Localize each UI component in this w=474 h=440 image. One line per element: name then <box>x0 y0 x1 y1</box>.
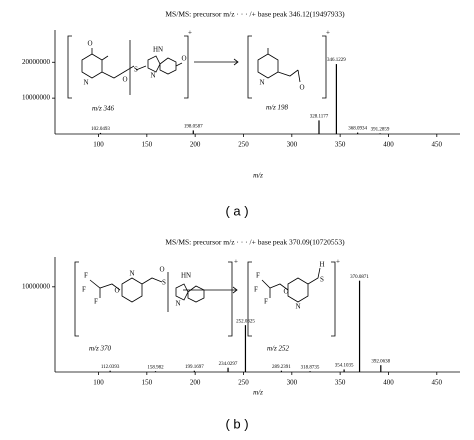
x-tick-label: 300 <box>287 379 298 387</box>
x-tick-label: 250 <box>238 141 249 149</box>
peak-label: 234.0297 <box>219 362 238 367</box>
atom: N <box>259 79 264 87</box>
peak-label: 198.0587 <box>184 125 203 130</box>
atom: HN <box>181 272 191 280</box>
panel-label: ( a ) <box>225 203 248 218</box>
atom: O <box>299 84 304 92</box>
peak-label: 391.2859 <box>371 127 390 132</box>
y-tick-label: 20000000 <box>22 58 51 66</box>
peak-label: 102.0493 <box>91 127 110 132</box>
x-tick-label: 150 <box>142 141 153 149</box>
structure-b: m/z 370 m/z 252 F F F O N S O HN N + F F… <box>74 258 340 353</box>
atom: S <box>134 66 138 74</box>
x-tick-label: 450 <box>432 379 443 387</box>
peak-label: 112.0393 <box>101 365 120 370</box>
atom: O <box>181 55 186 63</box>
peak-label: 370.0871 <box>350 275 369 280</box>
x-tick-label: 200 <box>190 141 201 149</box>
peak-label: 328.1177 <box>310 115 329 120</box>
atom: O <box>114 287 119 295</box>
atom: F <box>94 298 98 306</box>
chart-title: MS/MS: precursor m/z · · · /+ base peak … <box>165 10 345 19</box>
x-tick-label: 350 <box>335 141 346 149</box>
peak-label: 368.0934 <box>348 127 367 132</box>
annotation: m/z 198 <box>266 104 288 112</box>
atom: F <box>82 286 86 294</box>
charge: + <box>326 29 330 37</box>
x-tick-label: 400 <box>383 379 394 387</box>
x-tick-label: 450 <box>432 141 443 149</box>
annotation: m/z 252 <box>267 345 289 353</box>
atom: S <box>320 276 324 284</box>
peak-label: 346.1229 <box>327 58 346 63</box>
atom: HN <box>153 46 163 54</box>
atom: F <box>256 272 260 280</box>
atom: N <box>83 79 88 87</box>
charge: + <box>188 29 192 37</box>
x-tick-label: 200 <box>190 379 201 387</box>
peak-label: 158.982 <box>147 365 164 370</box>
x-tick-label: 400 <box>383 141 394 149</box>
x-tick-label: 100 <box>93 379 104 387</box>
chart-title: MS/MS: precursor m/z · · · /+ base peak … <box>165 238 345 247</box>
atom: N <box>150 72 155 80</box>
peak-label: 289.2391 <box>272 365 291 370</box>
atom: O <box>122 76 127 84</box>
charge: + <box>336 258 340 266</box>
peak-label: 199.1697 <box>185 365 204 370</box>
atom: O <box>283 288 288 296</box>
atom: N <box>129 270 134 278</box>
structure-a: m/z 346 m/z 198 O N S O HN N O + N O + <box>67 29 330 113</box>
charge: + <box>234 258 238 266</box>
annotation: m/z 346 <box>92 105 114 113</box>
atom: O <box>87 40 92 48</box>
annotation: m/z 370 <box>89 345 111 353</box>
atom: O <box>159 266 164 274</box>
x-axis-label: m/z <box>253 389 263 397</box>
atom: S <box>162 279 166 287</box>
atom: N <box>295 303 300 311</box>
x-tick-label: 350 <box>335 379 346 387</box>
x-tick-label: 150 <box>142 379 153 387</box>
x-tick-label: 300 <box>287 141 298 149</box>
peak-label: 354.1035 <box>335 364 354 369</box>
x-tick-label: 250 <box>238 379 249 387</box>
atom: F <box>264 298 268 306</box>
peak-label: 318.8735 <box>301 365 320 370</box>
atom: N <box>175 300 180 308</box>
y-tick-label: 10000000 <box>22 282 51 290</box>
peak-label: 252.0325 <box>236 319 255 324</box>
atom: H <box>319 261 324 269</box>
y-tick-label: 10000000 <box>22 94 51 102</box>
peak-label: 392.0638 <box>371 359 390 364</box>
atom: F <box>254 286 258 294</box>
atom: F <box>84 272 88 280</box>
x-tick-label: 100 <box>93 141 104 149</box>
x-axis-label: m/z <box>253 172 263 180</box>
panel-label: ( b ) <box>225 416 248 431</box>
